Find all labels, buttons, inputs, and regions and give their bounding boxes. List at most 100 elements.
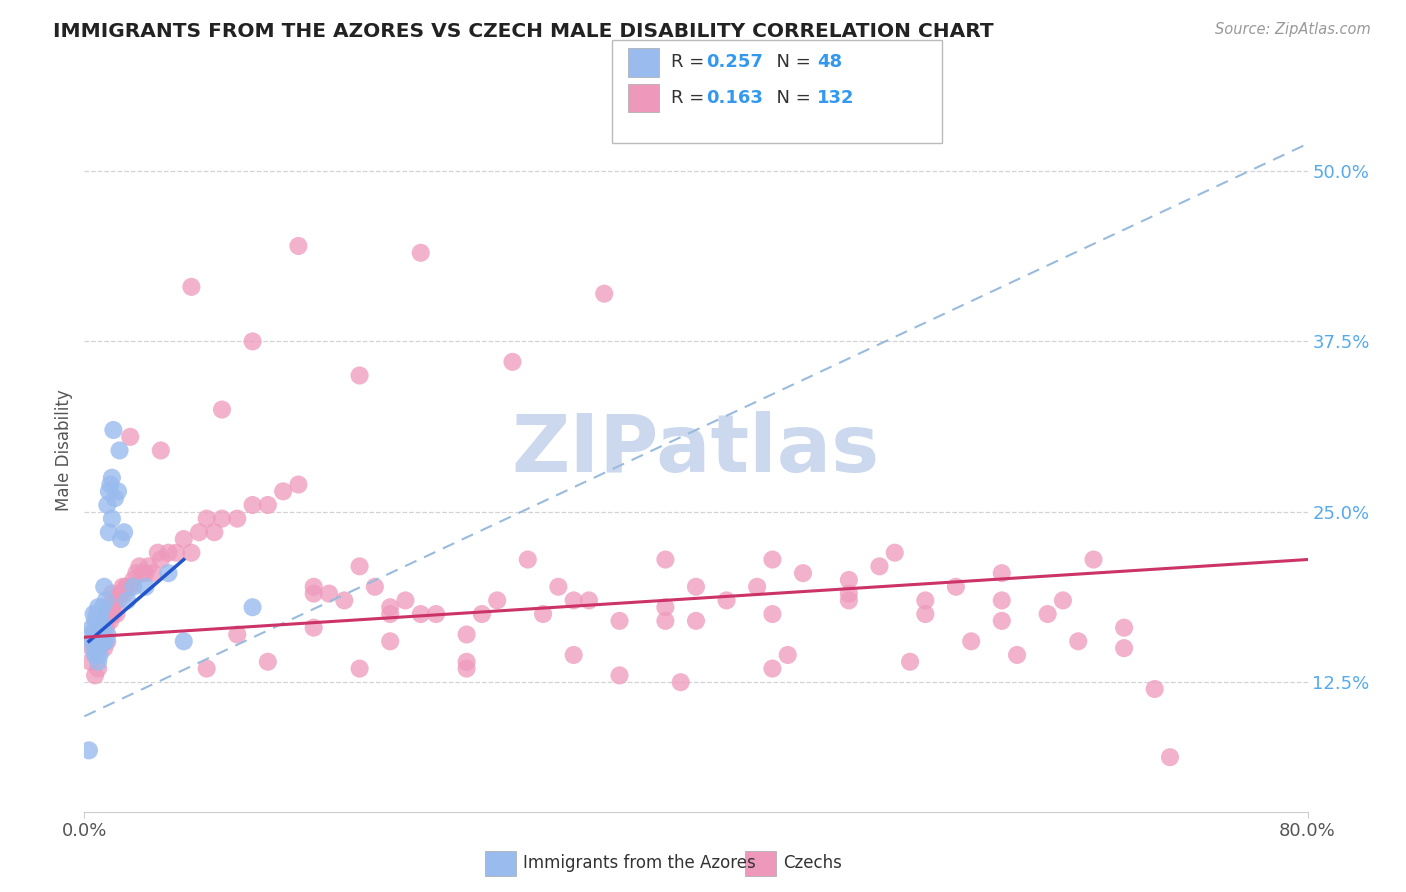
Point xyxy=(1067,634,1090,648)
Point xyxy=(83,641,105,656)
Point xyxy=(1052,593,1074,607)
Text: Source: ZipAtlas.com: Source: ZipAtlas.com xyxy=(1215,22,1371,37)
Point xyxy=(110,586,132,600)
Point xyxy=(84,627,107,641)
Point xyxy=(93,580,115,594)
Point xyxy=(456,655,478,669)
Point xyxy=(516,552,538,566)
Point xyxy=(96,498,118,512)
Point xyxy=(138,559,160,574)
Text: 0.163: 0.163 xyxy=(706,89,762,107)
Point xyxy=(94,593,117,607)
Point xyxy=(149,443,172,458)
Point xyxy=(195,662,218,676)
Point xyxy=(669,675,692,690)
Point xyxy=(87,614,110,628)
Point xyxy=(409,607,432,621)
Point xyxy=(101,586,124,600)
Text: ZIPatlas: ZIPatlas xyxy=(512,411,880,490)
Point xyxy=(87,634,110,648)
Point xyxy=(242,600,264,615)
Point xyxy=(89,607,111,621)
Point xyxy=(195,511,218,525)
Point xyxy=(103,423,125,437)
Point xyxy=(103,607,125,621)
Point xyxy=(90,614,112,628)
Point xyxy=(93,627,115,641)
Text: IMMIGRANTS FROM THE AZORES VS CZECH MALE DISABILITY CORRELATION CHART: IMMIGRANTS FROM THE AZORES VS CZECH MALE… xyxy=(53,22,994,41)
Point xyxy=(86,621,108,635)
Point xyxy=(93,641,115,656)
Point xyxy=(135,580,157,594)
Point xyxy=(120,580,142,594)
Point xyxy=(914,593,936,607)
Point xyxy=(128,559,150,574)
Point xyxy=(101,471,124,485)
Point xyxy=(115,593,138,607)
Text: 48: 48 xyxy=(817,54,842,71)
Point xyxy=(349,368,371,383)
Point xyxy=(125,566,148,581)
Point xyxy=(716,593,738,607)
Point xyxy=(1159,750,1181,764)
Point xyxy=(101,511,124,525)
Point xyxy=(380,607,402,621)
Point xyxy=(838,586,860,600)
Point xyxy=(108,443,131,458)
Point xyxy=(211,402,233,417)
Point xyxy=(97,607,120,621)
Point xyxy=(94,607,117,621)
Point xyxy=(502,355,524,369)
Point xyxy=(112,586,135,600)
Point xyxy=(1005,648,1028,662)
Point xyxy=(173,532,195,546)
Point xyxy=(302,580,325,594)
Point xyxy=(1114,621,1136,635)
Point xyxy=(202,525,225,540)
Point xyxy=(838,593,860,607)
Point xyxy=(90,634,112,648)
Point xyxy=(87,634,110,648)
Point xyxy=(609,668,631,682)
Point xyxy=(89,648,111,662)
Point xyxy=(609,614,631,628)
Point xyxy=(425,607,447,621)
Point xyxy=(1114,641,1136,656)
Point xyxy=(531,607,554,621)
Point xyxy=(97,484,120,499)
Point xyxy=(991,614,1014,628)
Point xyxy=(883,546,905,560)
Point xyxy=(97,600,120,615)
Point xyxy=(747,580,769,594)
Point xyxy=(107,484,129,499)
Point xyxy=(84,668,107,682)
Point xyxy=(226,511,249,525)
Point xyxy=(135,566,157,581)
Point xyxy=(792,566,814,581)
Point xyxy=(149,552,172,566)
Point xyxy=(94,634,117,648)
Point xyxy=(110,532,132,546)
Point xyxy=(120,430,142,444)
Point xyxy=(960,634,983,648)
Point xyxy=(86,648,108,662)
Point xyxy=(96,627,118,641)
Point xyxy=(91,600,114,615)
Point xyxy=(104,593,127,607)
Point xyxy=(173,634,195,648)
Point xyxy=(486,593,509,607)
Point xyxy=(84,614,107,628)
Point xyxy=(898,655,921,669)
Point xyxy=(180,280,202,294)
Point xyxy=(86,641,108,656)
Point xyxy=(90,634,112,648)
Point xyxy=(654,614,676,628)
Point xyxy=(114,580,136,594)
Point xyxy=(146,546,169,560)
Point xyxy=(80,641,103,656)
Text: Immigrants from the Azores: Immigrants from the Azores xyxy=(523,855,756,872)
Point xyxy=(91,621,114,635)
Point xyxy=(593,286,616,301)
Point xyxy=(838,573,860,587)
Point xyxy=(211,511,233,525)
